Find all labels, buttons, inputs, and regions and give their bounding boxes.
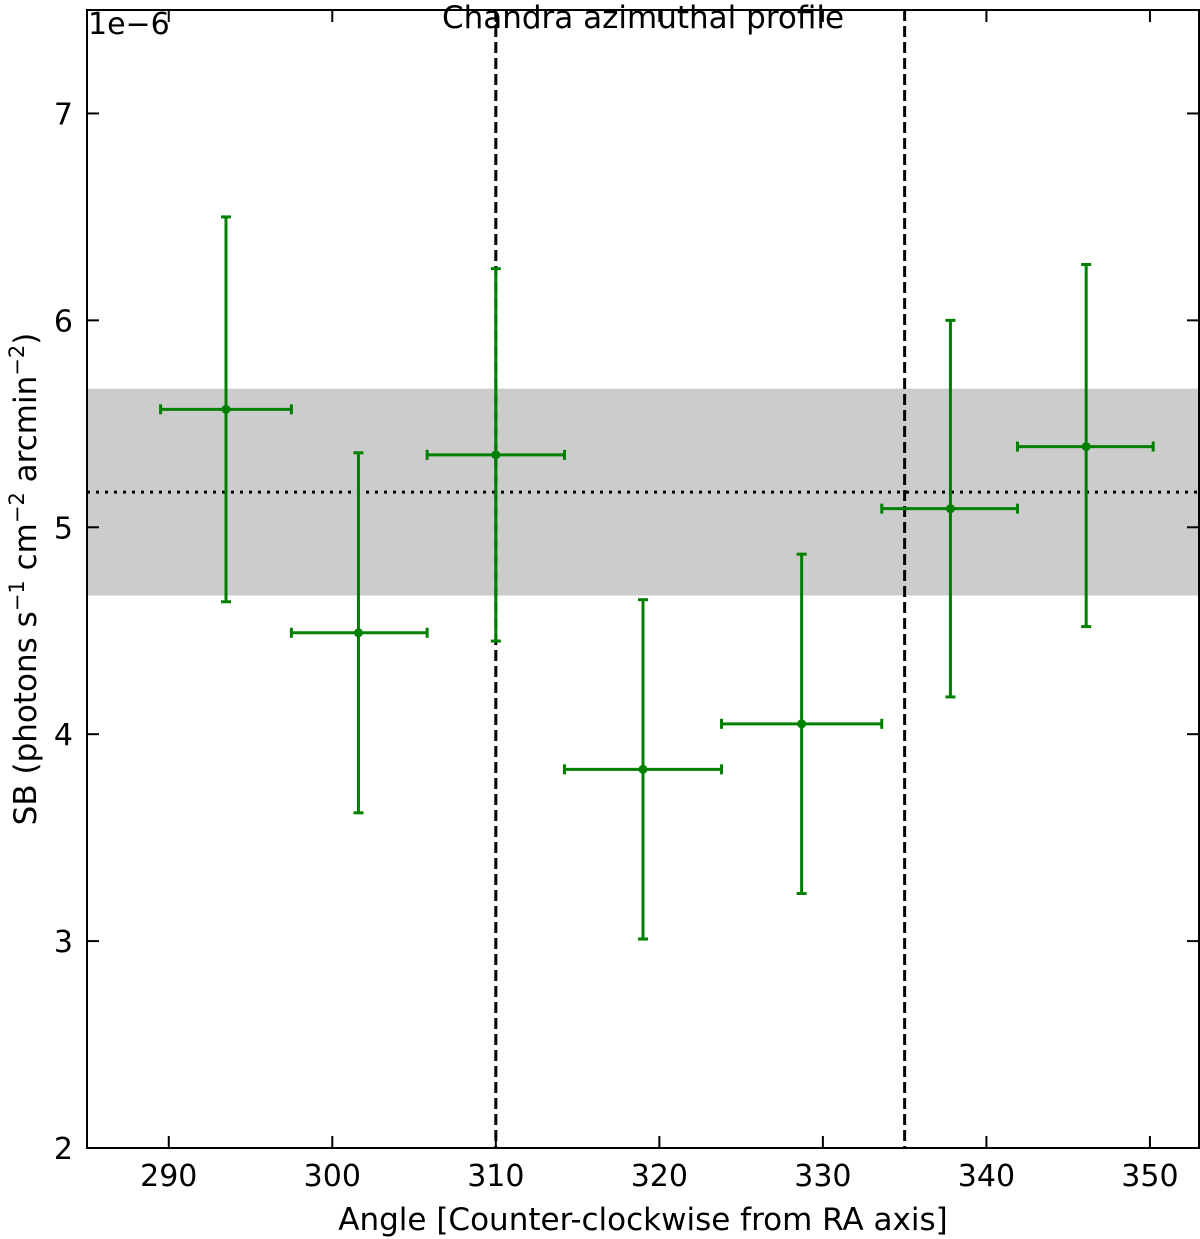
- y-offset-text: 1e−6: [88, 7, 170, 42]
- data-point: [491, 450, 501, 460]
- data-point: [797, 719, 807, 729]
- y-axis-label: SB (photons s−1 cm−2 arcmin−2): [5, 333, 44, 826]
- chart-title: Chandra azimuthal profile: [442, 0, 844, 36]
- x-tick-label: 310: [467, 1159, 524, 1194]
- y-axis-label-sup: −2: [5, 345, 29, 376]
- data-point-group: [159, 215, 293, 604]
- x-tick-label: 350: [1121, 1159, 1178, 1194]
- x-axis-label: Angle [Counter-clockwise from RA axis]: [338, 1202, 947, 1238]
- y-axis-label-part: arcmin: [8, 376, 44, 492]
- x-tick-label: 320: [631, 1159, 688, 1194]
- y-axis-label-sup: −2: [5, 492, 29, 523]
- y-axis-label-part: cm: [8, 523, 44, 580]
- data-point-group: [425, 267, 567, 643]
- y-axis-label-part: SB (photons s: [8, 611, 44, 825]
- x-tick-label: 340: [958, 1159, 1015, 1194]
- data-points: [159, 215, 1155, 941]
- data-point-group: [1015, 262, 1155, 629]
- band-layer: [87, 388, 1199, 596]
- data-point: [221, 404, 231, 414]
- x-tick-label: 330: [794, 1159, 851, 1194]
- y-tick-label: 3: [54, 925, 73, 960]
- x-ticks: 290 300 310 320 330 340 350: [140, 10, 1179, 1194]
- data-point: [638, 764, 648, 774]
- plot-frame: [86, 9, 1200, 1149]
- y-ticks: 2 3 4 5 6 7: [54, 97, 1199, 1167]
- data-point-group: [289, 451, 429, 815]
- y-tick-label: 4: [54, 718, 73, 753]
- data-point-group: [880, 318, 1019, 699]
- data-point: [353, 628, 363, 638]
- data-point: [1081, 442, 1091, 452]
- y-tick-label: 7: [54, 97, 73, 132]
- x-tick-label: 300: [304, 1159, 361, 1194]
- y-tick-label: 2: [54, 1132, 73, 1167]
- data-point-group: [719, 552, 884, 896]
- y-axis-label-sup: −1: [5, 580, 29, 611]
- x-tick-label: 290: [140, 1159, 197, 1194]
- uncertainty-band: [87, 388, 1199, 596]
- data-point-group: [563, 598, 723, 941]
- y-tick-label: 6: [54, 304, 73, 339]
- y-axis-label-part: ): [8, 333, 44, 345]
- data-point: [945, 504, 955, 514]
- y-tick-label: 5: [54, 511, 73, 546]
